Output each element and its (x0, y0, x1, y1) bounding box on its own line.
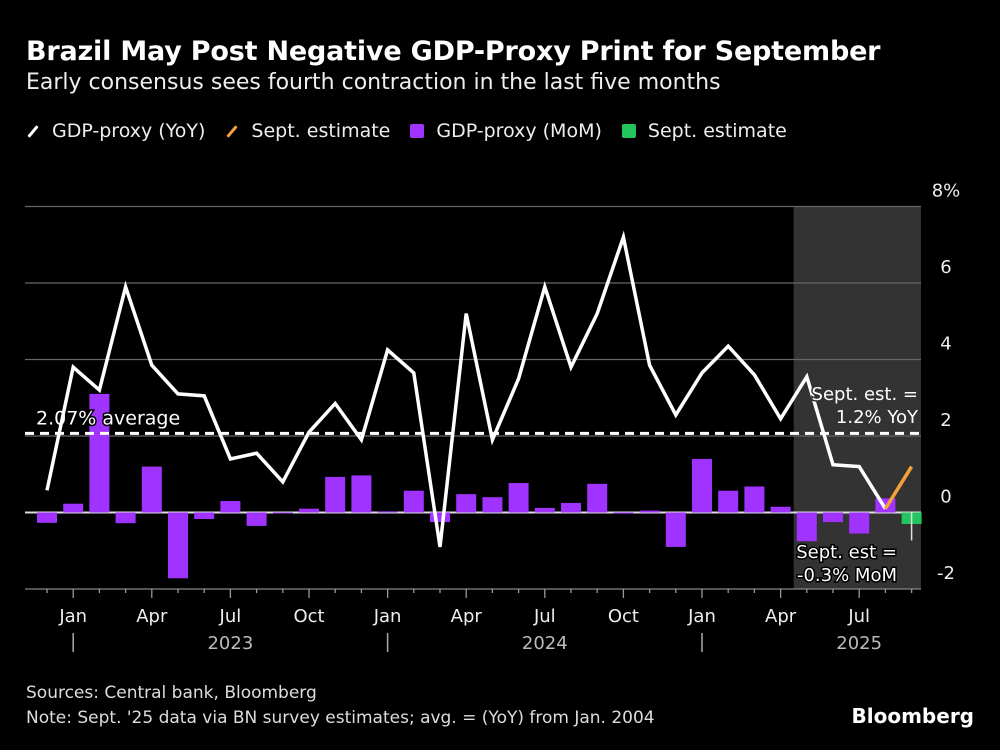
bar-mom (665, 512, 686, 547)
bar-mom (272, 512, 293, 514)
x-tick-label: Apr (136, 606, 168, 627)
bar-mom (325, 476, 346, 513)
x-tick-label: Jul (219, 606, 242, 627)
bar-mom (692, 458, 712, 513)
bar-mom (456, 494, 477, 513)
y-tick-label: 6 (940, 257, 951, 278)
legend-label: GDP-proxy (MoM) (436, 120, 602, 142)
bar-mom (141, 466, 162, 513)
x-tick-label: Jul (533, 606, 556, 627)
annotation-mom: Sept. est = (796, 542, 897, 563)
bar-mom (115, 512, 136, 524)
y-tick-label: 4 (940, 334, 951, 355)
bar-mom (534, 507, 555, 513)
bar-mom (351, 475, 372, 513)
x-tick-label: Jan (58, 606, 87, 627)
annotation-yoy: 1.2% YoY (836, 407, 919, 428)
chart-title: Brazil May Post Negative GDP-Proxy Print… (26, 36, 881, 67)
legend-label: GDP-proxy (YoY) (52, 120, 206, 142)
bar-mom (299, 508, 319, 513)
x-tick-label: Jan (687, 606, 716, 627)
bar-mom (482, 497, 503, 513)
x-tick-label: Oct (293, 606, 324, 627)
bar-mom (168, 512, 188, 579)
square-swatch-icon (621, 124, 636, 138)
bloomberg-logo: Bloomberg (851, 704, 974, 728)
bar-mom (194, 512, 215, 520)
bar-mom (639, 510, 660, 513)
x-tick-label: Apr (765, 606, 797, 627)
bar-mom (89, 393, 110, 513)
year-label: 2023 (207, 633, 253, 654)
bar-mom (744, 486, 765, 513)
legend-label: Sept. estimate (647, 120, 787, 142)
bar-mom (613, 512, 634, 514)
bar-mom (796, 512, 817, 542)
x-tick-label: Jul (847, 606, 870, 627)
legend-item-yoy: GDP-proxy (YoY) (26, 120, 205, 142)
bar-mom (430, 512, 450, 523)
y-tick-label: 8% (932, 181, 961, 202)
bar-mom (823, 512, 843, 523)
year-label: 2024 (522, 633, 568, 654)
bar-mom (220, 501, 241, 513)
legend-item-yoy-estimate: Sept. estimate (225, 120, 390, 142)
square-swatch-icon (410, 124, 425, 138)
year-label: 2025 (836, 633, 882, 654)
line-yoy-estimate (883, 465, 914, 510)
chart-subtitle: Early consensus sees fourth contraction … (26, 70, 721, 95)
bar-mom (770, 506, 791, 513)
annotation-mom: -0.3% MoM (797, 565, 897, 586)
line-yoy (45, 230, 887, 548)
bar-mom (718, 490, 739, 513)
y-tick-label: 2 (940, 410, 951, 431)
legend-item-mom: GDP-proxy (MoM) (410, 120, 602, 142)
average-label: 2.07% average (36, 407, 180, 429)
bar-mom (587, 483, 608, 513)
footer: Sources: Central bank, Bloomberg Note: S… (26, 681, 655, 731)
annotation-yoy: Sept. est. = (812, 384, 918, 405)
x-tick-label: Jan (373, 606, 402, 627)
sources-text: Sources: Central bank, Bloomberg (26, 683, 317, 703)
bar-mom (849, 512, 870, 534)
x-tick-label: Oct (608, 606, 639, 627)
legend: GDP-proxy (YoY) Sept. estimate GDP-proxy… (26, 120, 807, 142)
y-tick-label: 0 (940, 487, 951, 508)
bar-mom (508, 483, 529, 513)
legend-label: Sept. estimate (251, 120, 391, 142)
bar-mom (377, 511, 398, 513)
bar-mom (63, 503, 84, 513)
bar-mom (561, 502, 581, 513)
y-tick-label: -2 (937, 563, 955, 584)
bar-mom (403, 490, 424, 513)
note-text: Note: Sept. '25 data via BN survey estim… (26, 708, 655, 728)
x-tick-label: Apr (451, 606, 483, 627)
legend-item-mom-estimate: Sept. estimate (621, 120, 787, 142)
bar-mom (246, 512, 267, 526)
bar-mom (37, 512, 57, 523)
